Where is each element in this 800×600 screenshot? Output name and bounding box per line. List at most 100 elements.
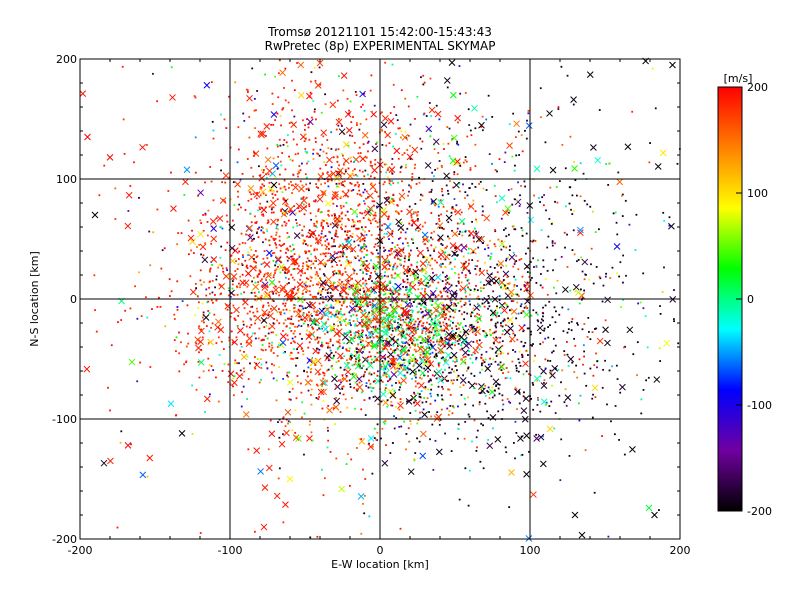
detection-point xyxy=(416,382,419,385)
detection-point xyxy=(385,287,388,290)
detection-point xyxy=(501,408,504,411)
detection-point xyxy=(345,201,348,204)
detection-point xyxy=(398,381,401,384)
detection-point xyxy=(508,309,511,312)
detection-point xyxy=(209,270,211,273)
detection-point xyxy=(469,167,472,169)
detection-point xyxy=(524,252,527,255)
detection-point xyxy=(170,290,173,293)
detection-point xyxy=(276,143,279,146)
detection-point xyxy=(209,280,211,283)
meteor-marker xyxy=(229,257,236,265)
detection-point xyxy=(309,305,312,308)
detection-point xyxy=(293,297,296,299)
detection-point xyxy=(363,202,366,205)
meteor-marker xyxy=(364,209,372,217)
detection-point xyxy=(388,328,391,331)
detection-point xyxy=(320,468,323,471)
detection-point xyxy=(549,324,551,327)
detection-point xyxy=(322,236,325,239)
detection-point xyxy=(542,312,545,315)
detection-point xyxy=(320,111,323,114)
detection-point xyxy=(431,318,433,321)
detection-point xyxy=(506,305,509,308)
detection-point xyxy=(546,246,549,249)
detection-point xyxy=(501,340,504,343)
detection-point xyxy=(673,320,675,323)
detection-point xyxy=(209,268,211,271)
detection-point xyxy=(251,280,254,283)
detection-point xyxy=(279,173,281,176)
detection-point xyxy=(486,334,488,337)
detection-point xyxy=(286,236,289,239)
detection-point xyxy=(240,343,242,345)
detection-point xyxy=(589,338,592,341)
meteor-marker xyxy=(397,402,404,409)
detection-point xyxy=(375,237,378,240)
detection-point xyxy=(340,381,342,384)
meteor-marker xyxy=(263,261,271,268)
detection-point xyxy=(499,347,502,350)
detection-point xyxy=(292,268,295,271)
detection-point xyxy=(481,302,484,305)
detection-point xyxy=(450,211,453,214)
detection-point xyxy=(436,261,438,264)
detection-point xyxy=(431,304,433,307)
meteor-marker xyxy=(314,82,322,89)
detection-point xyxy=(357,204,360,207)
detection-point xyxy=(464,191,467,194)
meteor-marker xyxy=(331,375,338,383)
detection-point xyxy=(360,338,363,341)
detection-point xyxy=(439,376,442,378)
meteor-marker xyxy=(564,394,572,402)
detection-point xyxy=(260,297,263,300)
detection-point xyxy=(322,494,325,497)
detection-point xyxy=(382,362,385,365)
detection-point xyxy=(294,304,297,307)
detection-point xyxy=(296,289,299,291)
detection-point xyxy=(343,298,346,301)
detection-point xyxy=(411,360,414,362)
detection-point xyxy=(360,232,363,235)
detection-point xyxy=(327,404,330,407)
detection-point xyxy=(459,164,462,167)
detection-point xyxy=(208,312,211,314)
detection-point xyxy=(124,309,127,312)
detection-point xyxy=(539,284,542,287)
meteor-marker xyxy=(328,325,336,332)
detection-point xyxy=(518,154,521,156)
detection-point xyxy=(339,272,342,275)
detection-point xyxy=(440,336,443,339)
detection-point xyxy=(293,306,296,309)
detection-point xyxy=(354,354,357,356)
detection-point xyxy=(489,333,491,335)
detection-point xyxy=(516,301,519,304)
detection-point xyxy=(386,338,389,341)
detection-point xyxy=(493,342,495,345)
detection-point xyxy=(494,276,497,279)
detection-point xyxy=(442,205,445,208)
detection-point xyxy=(138,196,140,199)
detection-point xyxy=(302,313,305,316)
meteor-marker xyxy=(274,255,282,263)
detection-point xyxy=(463,318,466,321)
detection-point xyxy=(386,399,389,402)
detection-point xyxy=(451,342,454,344)
detection-point xyxy=(344,230,346,233)
detection-point xyxy=(371,310,374,312)
meteor-marker xyxy=(354,288,362,295)
detection-point xyxy=(260,363,263,366)
detection-point xyxy=(342,319,345,321)
detection-point xyxy=(315,311,318,314)
detection-point xyxy=(266,367,269,370)
detection-point xyxy=(399,401,402,403)
detection-point xyxy=(508,211,510,214)
meteor-marker xyxy=(382,326,390,334)
detection-point xyxy=(489,357,491,360)
detection-point xyxy=(297,291,300,293)
detection-point xyxy=(358,227,361,230)
detection-point xyxy=(484,402,487,405)
detection-point xyxy=(450,268,453,270)
detection-point xyxy=(178,352,181,355)
detection-point xyxy=(538,365,541,368)
